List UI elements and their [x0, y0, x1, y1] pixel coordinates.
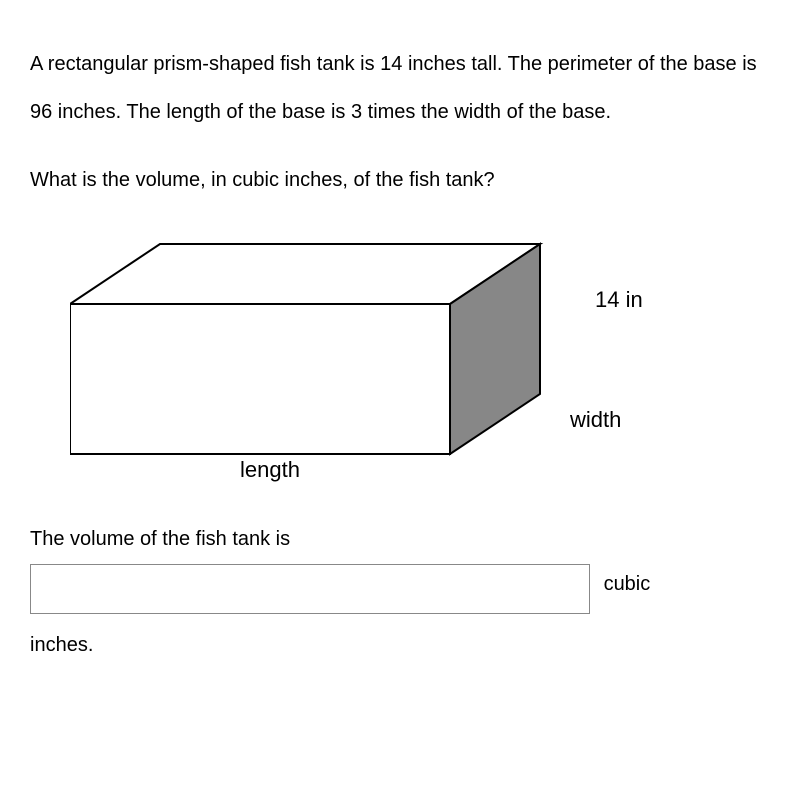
problem-statement: A rectangular prism-shaped fish tank is …: [30, 40, 770, 136]
height-label: 14 in: [595, 289, 643, 311]
prism-front-face: [70, 304, 450, 454]
answer-lead-in: The volume of the fish tank is: [30, 524, 770, 554]
unit-cubic: cubic: [604, 573, 651, 595]
prism-svg: [70, 234, 550, 464]
problem-line: A rectangular prism-shaped fish tank is …: [30, 53, 757, 123]
prism-diagram: 14 in width length: [70, 234, 690, 494]
question-text: What is the volume, in cubic inches, of …: [30, 169, 495, 191]
question-prompt: What is the volume, in cubic inches, of …: [30, 156, 770, 204]
length-label: length: [240, 459, 300, 481]
answer-section: The volume of the fish tank is cubic inc…: [30, 524, 770, 660]
unit-inches: inches.: [30, 630, 770, 660]
volume-input[interactable]: [30, 564, 590, 614]
width-label: width: [570, 409, 621, 431]
